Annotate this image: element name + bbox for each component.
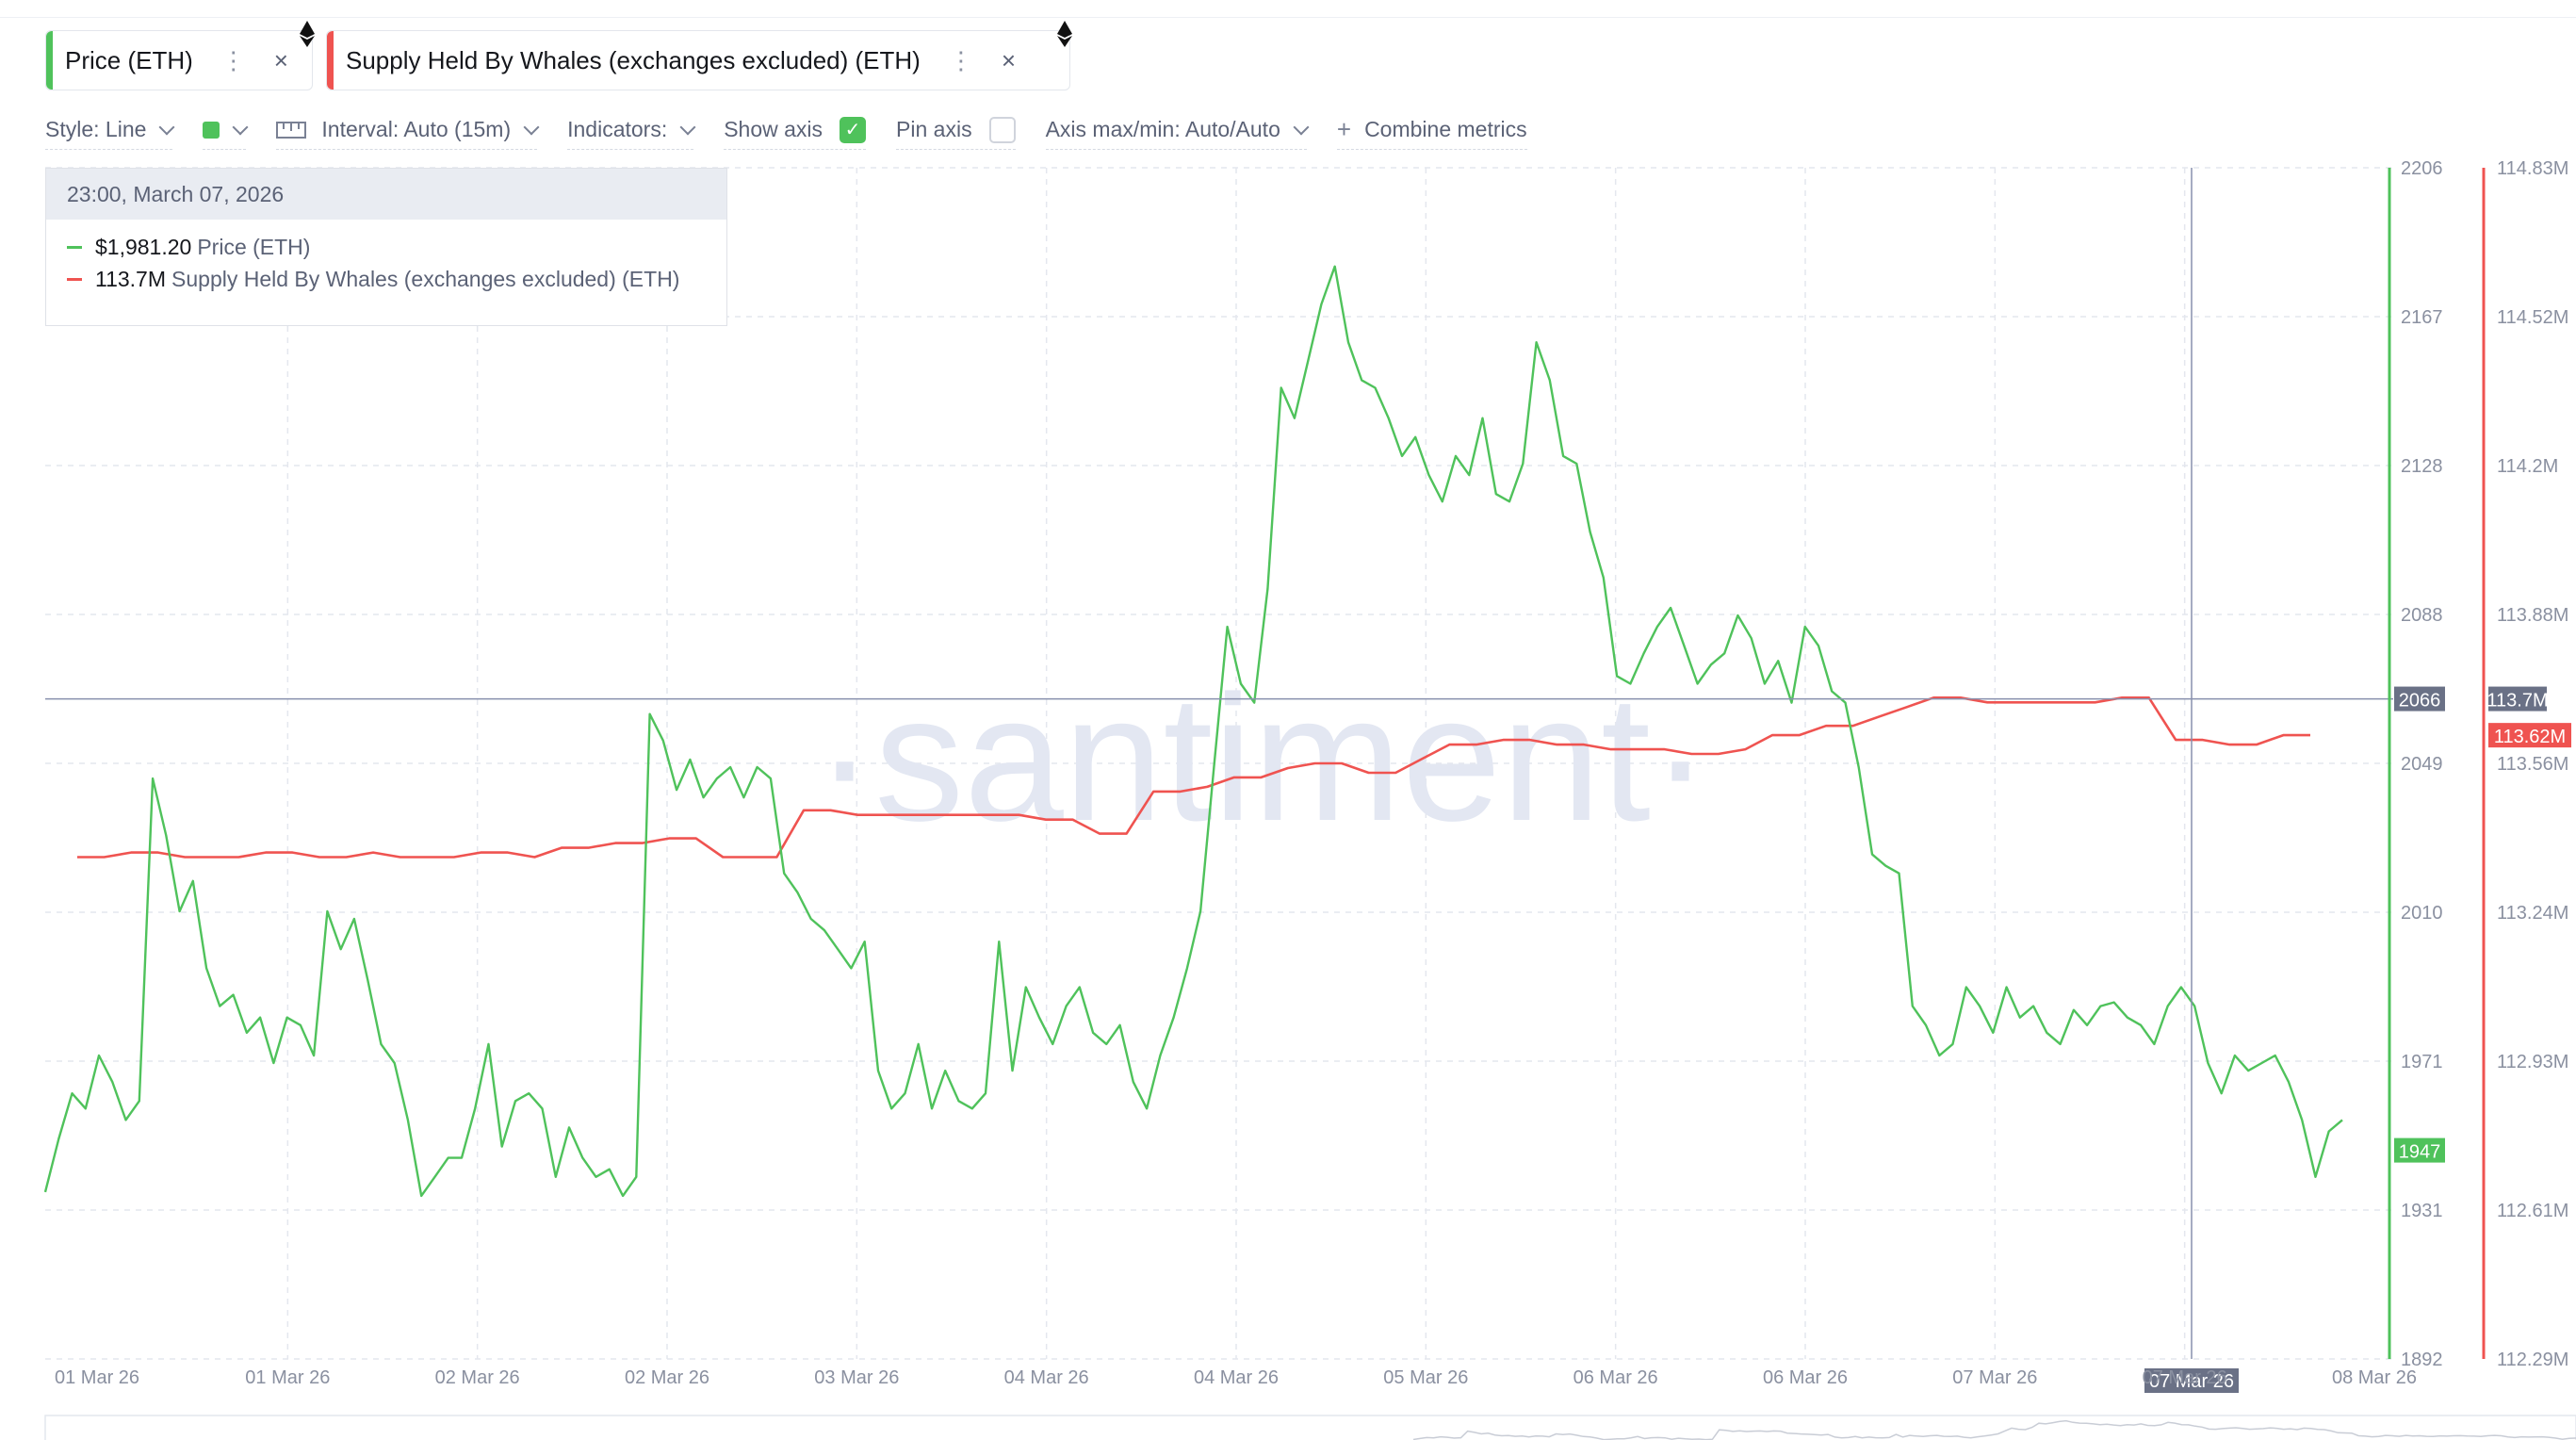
top-divider <box>0 17 2576 18</box>
x-axis: 01 Mar 26 01 Mar 26 02 Mar 26 02 Mar 26 03 M… <box>55 1367 2417 1388</box>
color-picker[interactable] <box>203 111 249 150</box>
axis-minmax-label: Axis max/min: Auto/Auto <box>1045 117 1280 141</box>
whales-axis-tick: 112.93M <box>2497 1052 2568 1072</box>
x-axis-tick: 06 Mar 26 <box>1573 1367 1658 1388</box>
metric-color-stripe <box>327 31 334 90</box>
tooltip-value: $1,981.20 <box>95 234 192 259</box>
price-axis-tick: 2010 <box>2401 903 2443 924</box>
minimap[interactable] <box>44 1415 2576 1440</box>
ruler-icon <box>276 121 307 139</box>
crosshair-x-label: 07 Mar 26 <box>2149 1371 2234 1392</box>
tooltip-date: 23:00, March 07, 2026 <box>46 169 726 220</box>
crosshair-price-badge <box>2394 686 2445 712</box>
metric-label: Price (ETH) <box>65 45 193 74</box>
close-icon[interactable]: × <box>273 45 288 74</box>
show-axis-toggle[interactable]: Show axis ✓ <box>724 111 867 150</box>
whales-current-label: 113.62M <box>2494 727 2566 747</box>
kebab-icon[interactable]: ⋮ <box>220 45 246 74</box>
x-axis-tick: 02 Mar 26 <box>625 1367 709 1388</box>
tooltip-label: Price (ETH) <box>197 234 311 259</box>
price-axis-tick: 2206 <box>2401 158 2443 179</box>
style-dropdown[interactable]: Style: Line <box>45 111 175 150</box>
interval-label: Interval: Auto (15m) <box>321 117 512 141</box>
interval-dropdown[interactable]: Interval: Auto (15m) <box>276 111 540 150</box>
price-line <box>43 265 2343 1198</box>
x-axis-tick: 03 Mar 26 <box>814 1367 899 1388</box>
x-axis-tick: 02 Mar 26 <box>435 1367 520 1388</box>
price-current-badge <box>2394 1137 2445 1163</box>
chart-toolbar: Style: Line Interval: Auto (15m) Indicat… <box>45 111 1557 150</box>
whales-axis-tick: 112.61M <box>2497 1201 2568 1221</box>
crosshair: 2066 113.7M 07 Mar 26 <box>45 168 2549 1393</box>
whales-axis-tick: 114.2M <box>2497 456 2558 477</box>
legend-dash <box>67 277 82 281</box>
whales-axis-tick: 114.83M <box>2497 158 2568 179</box>
crosshair-whales-badge <box>2488 686 2547 712</box>
whales-current-badge <box>2488 723 2571 748</box>
price-axis-tick: 2088 <box>2401 605 2443 626</box>
tooltip-label: Supply Held By Whales (exchanges exclude… <box>171 266 680 291</box>
series-whales <box>77 695 2310 859</box>
pin-axis-toggle[interactable]: Pin axis <box>896 111 1016 150</box>
x-axis-tick: 01 Mar 26 <box>245 1367 330 1388</box>
x-axis-tick: 05 Mar 26 <box>1383 1367 1468 1388</box>
whales-axis-tick: 113.56M <box>2497 754 2568 775</box>
indicators-dropdown[interactable]: Indicators: <box>567 111 696 150</box>
x-axis-tick: 06 Mar 26 <box>1763 1367 1848 1388</box>
x-axis-tick: 04 Mar 26 <box>1194 1367 1279 1388</box>
show-axis-checkbox[interactable]: ✓ <box>840 116 867 143</box>
x-axis-tick: 07 Mar 26 <box>1952 1367 2037 1388</box>
whales-axis-tick: 114.52M <box>2497 307 2568 328</box>
style-label: Style: Line <box>45 117 147 141</box>
metric-color-stripe <box>46 31 53 90</box>
crosshair-x-badge <box>2144 1368 2239 1393</box>
kebab-icon[interactable]: ⋮ <box>948 45 973 74</box>
metric-label: Supply Held By Whales (exchanges exclude… <box>346 45 921 74</box>
series-price <box>43 265 2343 1198</box>
whales-axis-tick: 112.29M <box>2497 1350 2568 1370</box>
pin-axis-label: Pin axis <box>896 117 972 141</box>
price-axis-tick: 2049 <box>2401 754 2443 775</box>
plus-icon: + <box>1336 115 1352 143</box>
minimap-line <box>1412 1419 2576 1440</box>
tooltip-value: 113.7M <box>95 266 167 291</box>
metric-chip-price[interactable]: Price (ETH) ⋮ × <box>45 30 313 90</box>
color-swatch <box>203 121 220 139</box>
price-axis-tick: 1931 <box>2401 1201 2443 1221</box>
metric-chip-whales[interactable]: Supply Held By Whales (exchanges exclude… <box>326 30 1070 90</box>
legend-dash <box>67 245 82 249</box>
crosshair-price-label: 2066 <box>2399 691 2441 712</box>
crosshair-whales-label: 113.7M <box>2486 691 2548 712</box>
whales-axis-tick: 113.88M <box>2497 605 2568 626</box>
minimap-frame <box>44 1415 2576 1440</box>
price-axis-tick: 2128 <box>2401 456 2443 477</box>
indicators-label: Indicators: <box>567 117 668 141</box>
price-axis-tick: 2167 <box>2401 307 2443 328</box>
santiment-watermark: ·santiment· <box>815 659 1710 859</box>
x-axis-tick: 01 Mar 26 <box>55 1367 139 1388</box>
ethereum-icon <box>300 21 315 47</box>
x-axis-tick: 07 Mar 26 <box>2143 1367 2227 1388</box>
tooltip-row-price: $1,981.20 Price (ETH) <box>67 231 726 263</box>
axis-minmax-dropdown[interactable]: Axis max/min: Auto/Auto <box>1045 111 1310 150</box>
price-axis-tick: 1971 <box>2401 1052 2443 1072</box>
chart-tooltip: 23:00, March 07, 2026 $1,981.20 Price (E… <box>45 168 727 326</box>
combine-metrics-button[interactable]: + Combine metrics <box>1336 111 1527 150</box>
chart-grid <box>45 167 2393 1360</box>
pin-axis-checkbox[interactable] <box>988 116 1016 143</box>
price-current-label: 1947 <box>2399 1142 2441 1163</box>
x-axis-tick: 04 Mar 26 <box>1004 1367 1089 1388</box>
price-axis-tick: 1892 <box>2401 1350 2443 1370</box>
whales-line <box>77 695 2310 859</box>
combine-metrics-label: Combine metrics <box>1364 117 1527 141</box>
tooltip-row-whales: 113.7M Supply Held By Whales (exchanges … <box>67 263 726 295</box>
show-axis-label: Show axis <box>724 117 823 141</box>
chart-axes: 2206 114.83M 2167 114.52M 2128 114.2M 2088 113.… <box>2388 158 2571 1370</box>
close-icon[interactable]: × <box>1001 45 1017 74</box>
whales-axis-tick: 113.24M <box>2497 903 2568 924</box>
x-axis-tick: 08 Mar 26 <box>2332 1367 2417 1388</box>
ethereum-icon <box>1057 21 1072 47</box>
